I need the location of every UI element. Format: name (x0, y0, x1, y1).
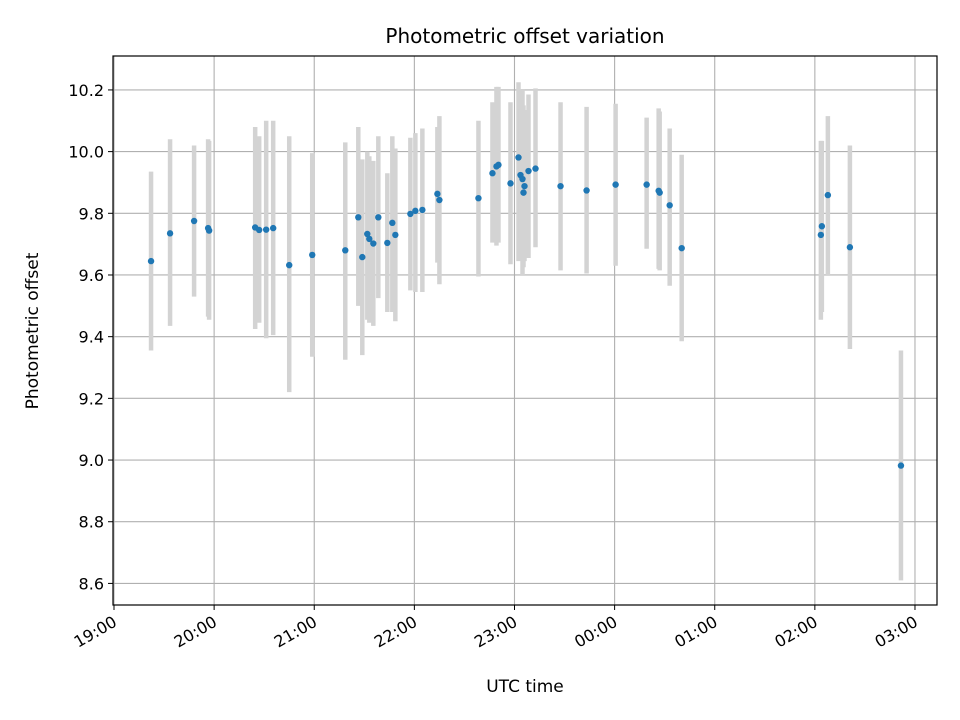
data-point (666, 202, 673, 209)
data-point (519, 175, 526, 183)
data-point (495, 161, 502, 169)
data-point (392, 231, 399, 239)
data-point (364, 230, 371, 238)
data-point (190, 217, 198, 225)
data-point (412, 207, 419, 215)
data-point (515, 154, 522, 161)
data-point (366, 235, 373, 243)
data-point (557, 182, 564, 190)
y-tick-label: 9.2 (79, 389, 104, 408)
data-point (507, 180, 514, 187)
data-point (370, 240, 377, 247)
data-point (824, 191, 832, 199)
data-point (818, 223, 826, 230)
data-point (436, 196, 443, 204)
y-tick-label: 8.6 (79, 574, 104, 593)
data-point (384, 239, 391, 247)
y-tick-label: 9.8 (79, 204, 104, 223)
data-point (643, 181, 650, 188)
data-point (532, 165, 539, 172)
plot-frame (112, 55, 938, 606)
data-point (375, 214, 382, 221)
data-points (147, 154, 905, 469)
y-tick-label: 9.0 (79, 451, 104, 470)
data-point (355, 214, 362, 221)
data-point (269, 224, 277, 232)
data-point (147, 257, 155, 265)
y-tick-label: 8.8 (79, 513, 104, 532)
y-tick-label: 9.6 (79, 266, 104, 285)
data-point (434, 190, 441, 198)
data-point (520, 189, 527, 196)
data-point (342, 247, 349, 254)
data-point (817, 231, 825, 239)
data-point (656, 189, 663, 196)
data-point (612, 181, 619, 188)
y-tick-label: 10.2 (68, 81, 104, 100)
data-point (407, 210, 414, 218)
data-point (359, 253, 366, 261)
data-point (389, 219, 396, 227)
data-point (262, 226, 270, 233)
data-point (255, 226, 263, 234)
data-point (678, 244, 685, 252)
data-point (475, 194, 482, 202)
y-axis: 8.6 8.8 9.0 9.2 9.4 9.6 9.8 10.0 10.2 (68, 81, 113, 593)
data-point (419, 206, 426, 214)
data-point (309, 251, 316, 259)
data-point (525, 167, 532, 175)
data-point (166, 230, 174, 237)
data-point (897, 462, 905, 469)
data-point (846, 244, 854, 251)
data-point (205, 227, 213, 234)
data-point (521, 182, 528, 190)
y-axis-label: Photometric offset (23, 252, 43, 409)
chart-title: Photometric offset variation (385, 24, 664, 48)
data-point (583, 187, 590, 194)
data-point (286, 261, 293, 269)
y-tick-label: 9.4 (79, 328, 104, 347)
x-axis-label: UTC time (486, 677, 564, 697)
data-point (489, 170, 496, 177)
y-tick-label: 10.0 (68, 143, 104, 162)
